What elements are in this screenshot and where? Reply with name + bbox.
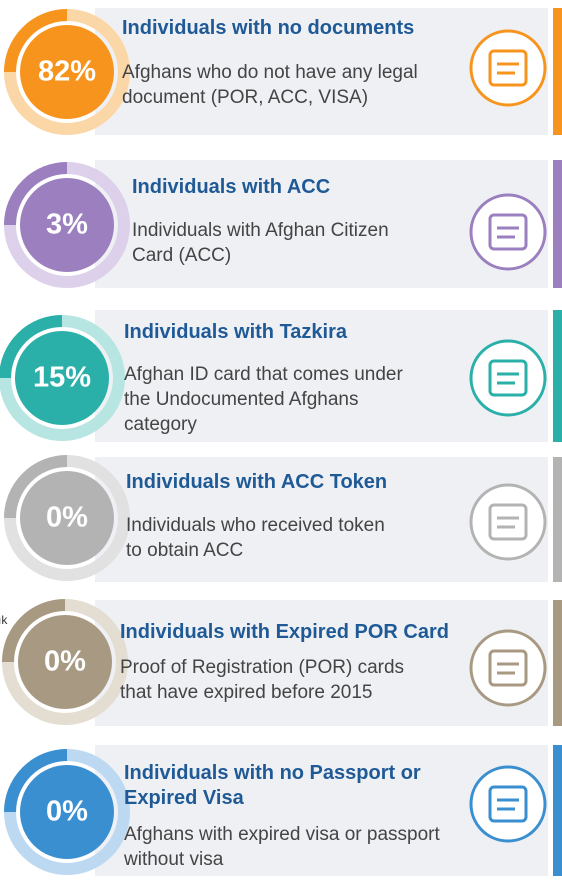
icon-ring [469,765,547,843]
card-description: Proof of Registration (POR) cards [120,657,404,678]
card-title: Individuals with ACC [132,176,330,198]
card-description: Afghans who do not have any legal [122,62,418,83]
card-description: Card (ACC) [132,245,231,266]
ring-arc [4,162,68,226]
card-title: Individuals with Expired POR Card [120,621,449,643]
icon-ring [469,483,547,561]
ring-arc [4,749,68,813]
card-description: that have expired before 2015 [120,682,372,703]
percent: 0% [46,502,88,534]
icon-ring [469,629,547,707]
percent: 3% [46,209,88,241]
card-description: category [124,414,197,435]
icon-shape [488,213,528,251]
card-stripe [553,160,562,288]
percent: 82% [38,56,96,88]
card-stripe [553,8,562,135]
card: 82% Individuals with no documents Afghans … [4,8,562,135]
card: 0% Individuals with no Passport or Expired… [4,745,562,876]
card: 15% Individuals with Tazkira Afghan ID car… [0,310,562,442]
card-stripe [553,745,562,876]
card-title: Individuals with no Passport or [124,762,421,784]
card: 3% Individuals with ACC Individuals with A… [4,160,562,288]
card-description: Afghans with expired visa or passport [124,824,440,845]
card-description: the Undocumented Afghans [124,389,359,410]
icon-shape [488,49,528,87]
card-title: Individuals with Tazkira [124,321,348,343]
icon-ring [469,29,547,107]
card-description: Afghan ID card that comes under [124,364,403,385]
percent-circle [18,615,112,709]
card-description: Individuals with Afghan Citizen [132,220,389,241]
card-stripe [553,457,562,582]
edge-text: ık [0,613,8,627]
icon-shape [488,359,528,397]
percent-circle [20,25,114,119]
ring-arc [4,9,68,73]
percent: 0% [44,646,86,678]
icon-ring [469,339,547,417]
icon-shape [488,785,528,823]
card: 0% Individuals with ACC Token Individuals … [4,455,562,582]
ring-arc [0,315,63,379]
card-stripe [553,310,562,442]
card-stripe [553,600,562,726]
percent-circle [20,471,114,565]
percent-circle [15,331,109,425]
percent: 0% [46,796,88,828]
card-description: Individuals who received token [126,515,385,536]
icon-shape [488,649,528,687]
icon-shape [488,503,528,541]
ring-arc [2,599,66,663]
card-description: without visa [123,849,224,870]
ring-arc [4,455,68,519]
card-title: Individuals with no documents [122,17,414,39]
percent: 15% [33,362,91,394]
percent-circle [20,178,114,272]
card: 0% Individuals with Expired POR Card Proof… [2,599,562,726]
card-description: document (POR, ACC, VISA) [122,87,368,108]
card-title: Individuals with ACC Token [126,471,387,493]
icon-ring [469,193,547,271]
card-title: Expired Visa [124,787,245,809]
percent-circle [20,765,114,859]
card-description: to obtain ACC [126,540,243,561]
